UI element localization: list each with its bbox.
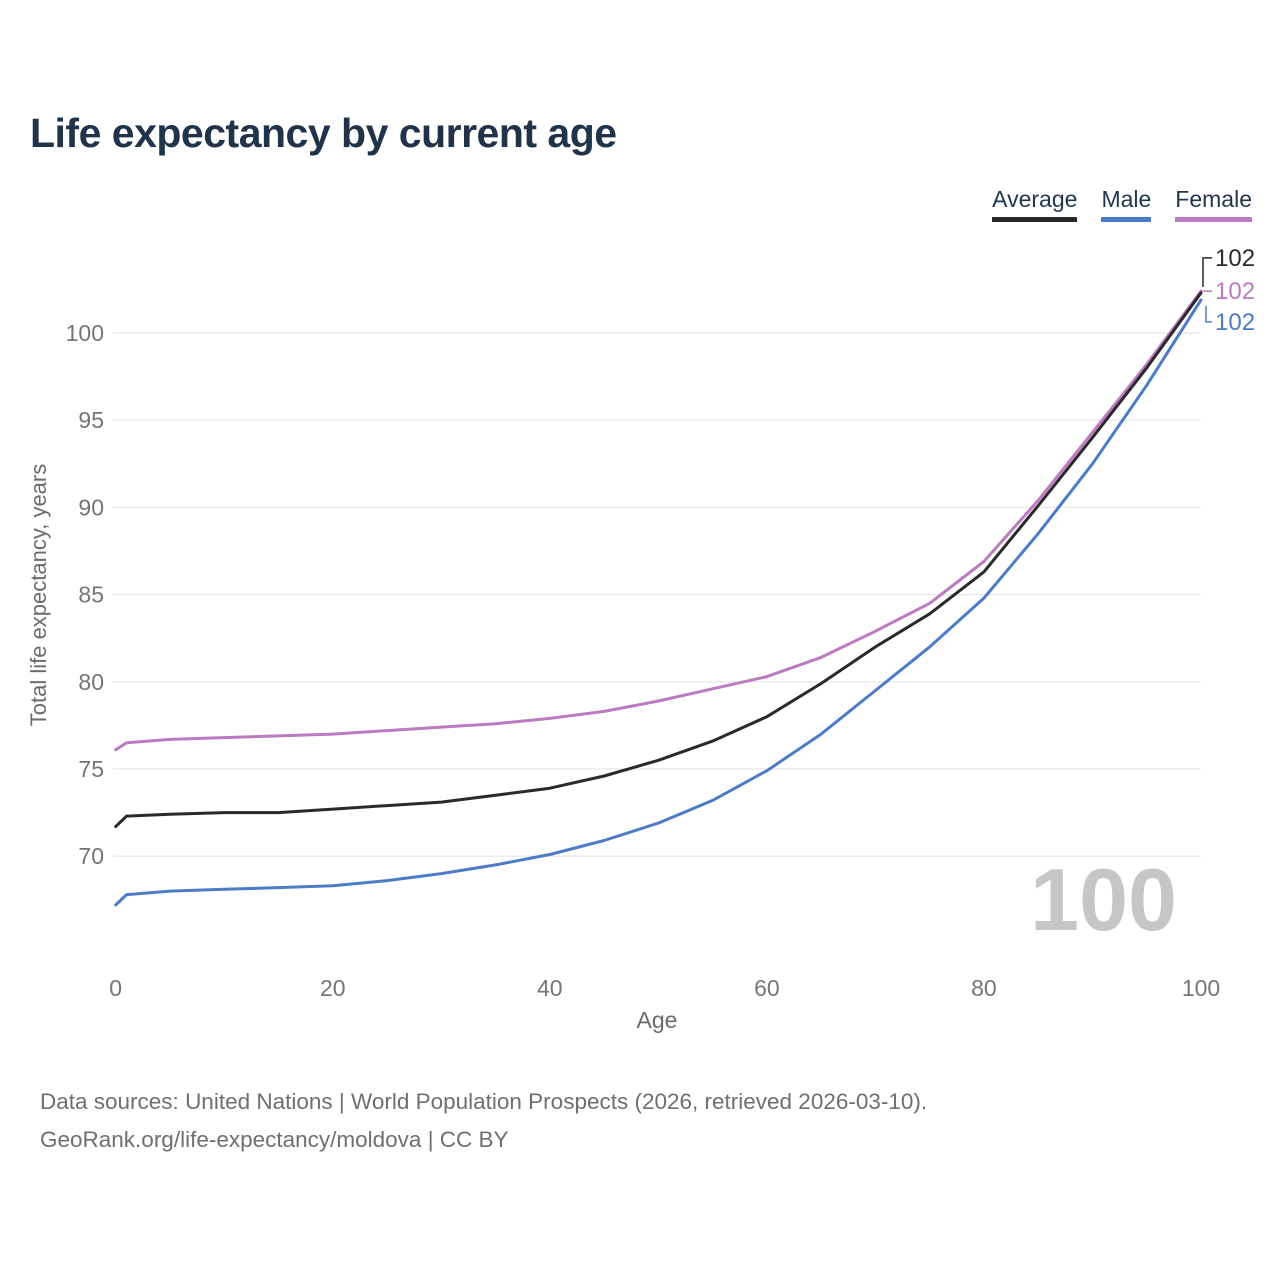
y-tick-label: 80 [78,669,104,695]
x-tick-label: 40 [537,975,563,1001]
series-line-male [114,298,1203,907]
end-label-male: 102 [1215,309,1255,336]
legend-label-male: Male [1101,186,1152,212]
footer-sources-line: Data sources: United Nations | World Pop… [40,1089,928,1114]
legend-swatch-female [1175,217,1252,222]
x-tick-label: 80 [971,975,997,1001]
end-label-average: 102 [1215,245,1255,272]
y-tick-label: 100 [66,320,104,346]
legend: Average Male Female [992,186,1252,222]
y-tick-label: 85 [78,582,104,608]
y-tick-label: 75 [78,756,104,782]
legend-swatch-male [1101,217,1152,222]
end-label-female: 102 [1215,278,1255,305]
y-axis-title: Total life expectancy, years [26,464,51,727]
legend-item-average[interactable]: Average [992,186,1078,222]
series-line-female [114,289,1203,752]
age-watermark: 100 [1030,850,1177,949]
series-line-average [114,291,1203,829]
legend-swatch-average [992,217,1078,222]
footer: Data sources: United Nations | World Pop… [40,1083,927,1159]
x-tick-label: 0 [109,975,122,1001]
end-label-connector-average [1202,257,1212,287]
x-tick-label: 60 [754,975,780,1001]
y-tick-label: 95 [78,407,104,433]
end-label-connector-male [1205,305,1212,323]
x-tick-label: 20 [320,975,346,1001]
legend-label-average: Average [992,186,1078,212]
x-axis-title: Age [637,1007,678,1033]
page-title: Life expectancy by current age [30,110,617,156]
y-tick-label: 90 [78,494,104,520]
gridlines-group [113,332,1201,857]
legend-item-female[interactable]: Female [1175,186,1252,222]
end-labels-group: 102 102 102 [1202,245,1255,336]
legend-label-female: Female [1175,186,1252,212]
series-lines-group [114,289,1203,907]
legend-item-male[interactable]: Male [1101,186,1152,222]
footer-attribution-line: GeoRank.org/life-expectancy/moldova | CC… [40,1127,509,1152]
y-tick-label: 70 [78,843,104,869]
tick-labels-group: 70 75 80 85 90 95 100 0 20 40 60 80 100 [66,320,1221,1001]
x-tick-label: 100 [1182,975,1220,1001]
